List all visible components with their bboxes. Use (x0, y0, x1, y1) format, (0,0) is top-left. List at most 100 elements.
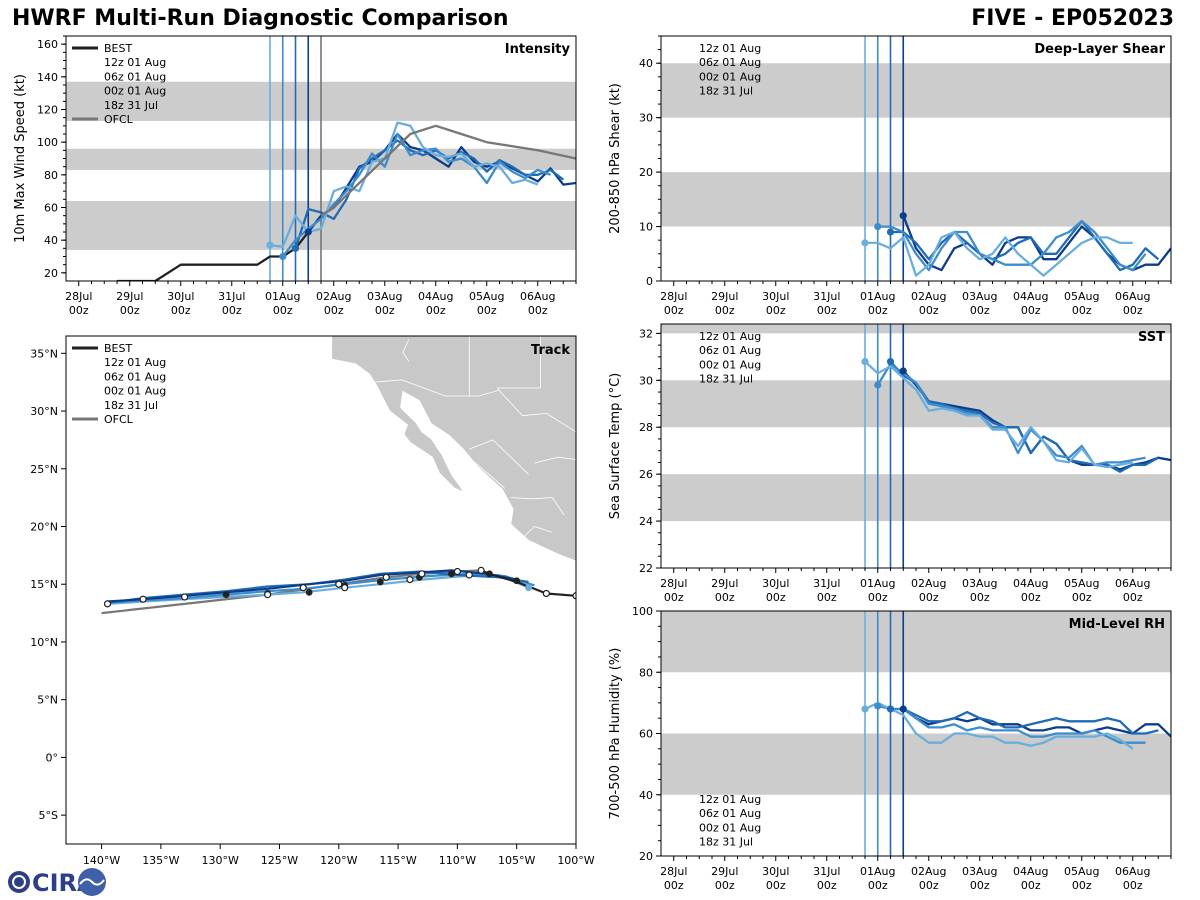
track-start-point (525, 584, 532, 592)
y-axis-label: 10m Max Wind Speed (kt) (13, 74, 28, 243)
x-tick-sublabel: 00z (766, 591, 786, 604)
track-position-filled (486, 570, 493, 578)
series-line-r00 (877, 219, 1147, 272)
x-tick-sublabel: 00z (868, 304, 888, 317)
state-border (522, 526, 553, 539)
track-position-filled (513, 577, 521, 585)
legend-label: 00z 01 Aug (699, 821, 761, 834)
track-position-open (406, 576, 414, 584)
shaded-band (661, 324, 1171, 334)
x-tick-label: 30Jul (762, 577, 789, 590)
page-title: HWRF Multi-Run Diagnostic Comparison (12, 6, 509, 31)
x-tick-label: 06Aug (520, 290, 555, 303)
x-tick-sublabel: 00z (1072, 304, 1092, 317)
state-border (534, 456, 576, 464)
series-start-point (874, 702, 882, 710)
x-tick-label: 02Aug (316, 290, 351, 303)
x-tick-sublabel: 00z (426, 304, 446, 317)
series-start-point (886, 228, 895, 236)
x-tick-label: 31Jul (813, 290, 840, 303)
x-tick-sublabel: 00z (868, 879, 888, 892)
shaded-band (661, 474, 1171, 522)
y-tick-label: 20 (639, 850, 653, 863)
x-tick-sublabel: 00z (868, 591, 888, 604)
legend-label: 12z 01 Aug (699, 330, 761, 343)
x-tick-sublabel: 00z (817, 591, 837, 604)
series-start-point (899, 212, 907, 220)
x-tick-label: 28Jul (660, 865, 687, 878)
y-tick-label: 80 (639, 666, 653, 679)
cira-globe-icon (8, 871, 30, 893)
legend-label: 06z 01 Aug (104, 70, 166, 83)
y-tick-label: 20 (44, 267, 58, 280)
x-tick-sublabel: 00z (222, 304, 242, 317)
series-start-point (304, 228, 312, 236)
plot-area (661, 324, 1171, 568)
state-border (497, 387, 541, 391)
x-tick-label: 01Aug (860, 577, 895, 590)
x-tick-label: 105°W (498, 854, 535, 867)
x-tick-label: 120°W (320, 854, 357, 867)
x-tick-sublabel: 00z (817, 879, 837, 892)
x-tick-label: 02Aug (911, 290, 946, 303)
y-tick-label: 5°S (39, 809, 58, 822)
x-tick-label: 06Aug (1115, 865, 1150, 878)
intensity-chart: 2040608010012014016028Jul00z29Jul00z30Ju… (13, 35, 577, 317)
track-position-open (299, 584, 307, 592)
x-tick-label: 30Jul (167, 290, 194, 303)
x-tick-label: 31Jul (813, 577, 840, 590)
track-position-open (542, 589, 550, 598)
x-tick-sublabel: 00z (1021, 591, 1041, 604)
series-line-r18 (864, 360, 1134, 469)
x-tick-sublabel: 00z (919, 879, 939, 892)
track-position-open (477, 566, 485, 574)
state-border (373, 379, 576, 433)
x-tick-sublabel: 00z (664, 304, 684, 317)
series-start-point (899, 705, 907, 713)
legend-label: 18z 31 Jul (104, 99, 158, 112)
y-tick-label: 30 (639, 112, 653, 125)
y-axis-label: Sea Surface Temp (°C) (608, 373, 623, 520)
panel-title: SST (1138, 330, 1165, 345)
series-line-r00 (877, 704, 1146, 744)
x-tick-sublabel: 00z (375, 304, 395, 317)
panel-title: Deep-Layer Shear (1034, 42, 1165, 57)
series-line-r12 (307, 132, 576, 233)
legend-label: 06z 01 Aug (699, 807, 761, 820)
y-tick-label: 35°N (30, 347, 58, 360)
series-start-point (874, 222, 882, 231)
track-position-open (453, 567, 461, 576)
land-mass (331, 336, 576, 562)
x-tick-sublabel: 00z (273, 304, 293, 317)
x-tick-sublabel: 00z (766, 879, 786, 892)
x-tick-label: 05Aug (1064, 865, 1099, 878)
shaded-band (661, 172, 1171, 227)
y-tick-label: 60 (44, 202, 58, 215)
track-line-r00 (107, 572, 535, 604)
y-tick-label: 20°N (30, 521, 58, 534)
legend-label: 00z 01 Aug (104, 385, 166, 398)
x-tick-sublabel: 00z (1072, 879, 1092, 892)
series-start-point (266, 241, 274, 249)
legend-label: 00z 01 Aug (699, 358, 761, 371)
track-position-open (335, 580, 343, 588)
series-start-point (886, 705, 895, 713)
series-line-r06 (294, 139, 564, 249)
x-tick-sublabel: 00z (664, 591, 684, 604)
x-tick-sublabel: 00z (1021, 879, 1041, 892)
rh-chart: 2040608010028Jul00z29Jul00z30Jul00z31Jul… (608, 605, 1172, 892)
track-chart: 140°W 135°W 130°W 125°W 120°W 115°W 110°W 105°W… (30, 335, 595, 867)
x-tick-label: 135°W (142, 854, 179, 867)
x-tick-label: 01Aug (265, 290, 300, 303)
legend-label: 18z 31 Jul (699, 836, 753, 849)
y-tick-label: 0° (46, 751, 59, 764)
shaded-band (661, 63, 1171, 118)
x-tick-label: 04Aug (1013, 577, 1048, 590)
y-tick-label: 24 (639, 515, 653, 528)
x-tick-label: 06Aug (1115, 290, 1150, 303)
plot-area (101, 336, 576, 615)
cira-logo: CIRA (8, 868, 106, 897)
y-tick-label: 0 (646, 275, 653, 288)
series-line-r18 (269, 121, 539, 248)
x-tick-label: 02Aug (911, 865, 946, 878)
